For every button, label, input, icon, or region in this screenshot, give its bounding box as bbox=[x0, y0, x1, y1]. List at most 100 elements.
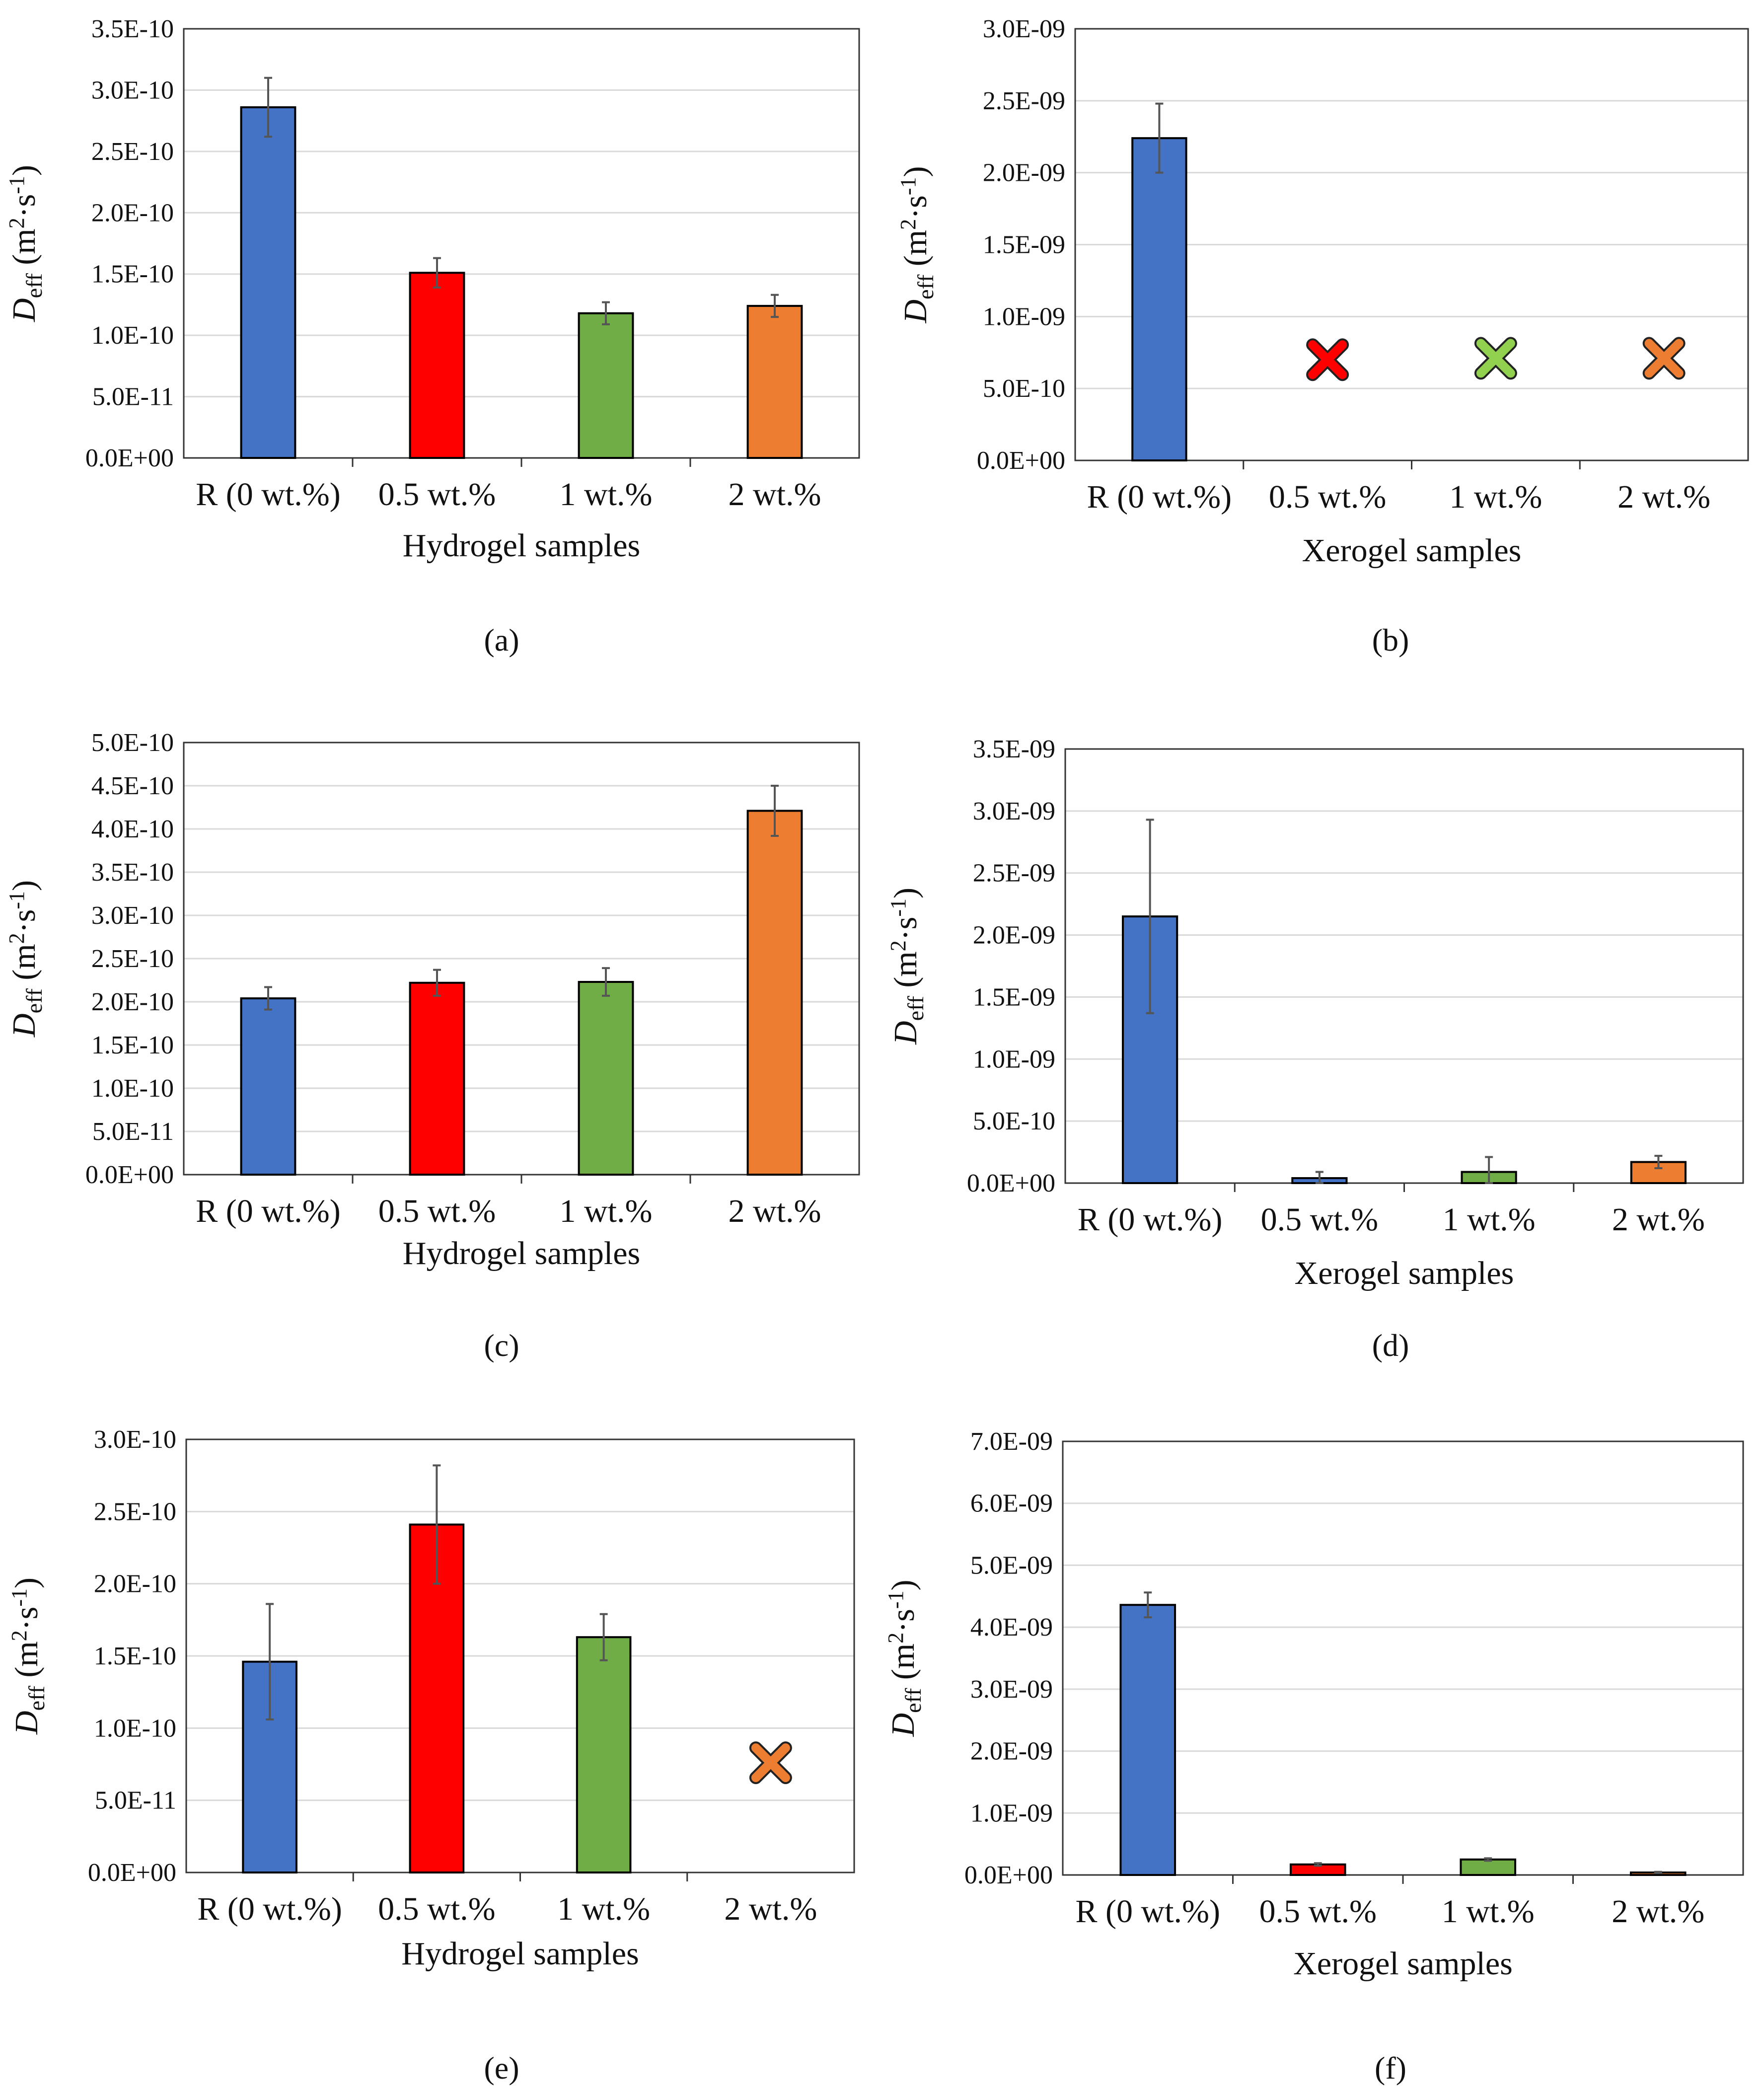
y-tick-label: 5.0E-11 bbox=[92, 1118, 174, 1146]
y-tick-label: 0.0E+00 bbox=[964, 1861, 1053, 1889]
bar bbox=[409, 981, 465, 1176]
x-axis-title: Hydrogel samples bbox=[401, 1936, 639, 1972]
y-tick-label: 2.0E-10 bbox=[91, 988, 174, 1016]
y-axis-title-part: ·s bbox=[897, 195, 934, 219]
missing-marker bbox=[1476, 339, 1515, 378]
y-tick-label: 3.0E-10 bbox=[91, 76, 174, 104]
y-tick-label: 5.0E-11 bbox=[95, 1787, 176, 1815]
y-tick-label: 5.0E-10 bbox=[91, 729, 174, 757]
y-axis-title-part: ) bbox=[897, 166, 934, 177]
bar bbox=[576, 1636, 632, 1874]
y-tick-label: 5.0E-11 bbox=[92, 383, 174, 411]
x-category-label: 0.5 wt.% bbox=[1259, 1893, 1377, 1930]
y-axis-title-part: D bbox=[6, 1013, 42, 1038]
y-tick-label: 1.0E-09 bbox=[970, 1799, 1053, 1827]
x-category-label: R (0 wt.%) bbox=[1076, 1893, 1220, 1930]
bar bbox=[240, 997, 296, 1176]
x-axis-title: Hydrogel samples bbox=[403, 1235, 640, 1272]
bar bbox=[578, 312, 634, 459]
x-category-label: 2 wt.% bbox=[1612, 1201, 1705, 1238]
y-axis-title-part: D bbox=[885, 1713, 921, 1737]
y-axis-title-part: 2 bbox=[886, 940, 910, 951]
panel-caption: (a) bbox=[484, 622, 519, 658]
y-axis-title-part: -1 bbox=[883, 1590, 908, 1609]
y-tick-label: 0.0E+00 bbox=[85, 1161, 174, 1189]
x-axis-title: Hydrogel samples bbox=[403, 527, 640, 564]
y-axis-title-part: ) bbox=[8, 1577, 45, 1588]
x-axis-title: Xerogel samples bbox=[1293, 1945, 1513, 1982]
y-axis-title: Deff (m2·s-1) bbox=[883, 1579, 926, 1737]
x-category-label: 0.5 wt.% bbox=[378, 476, 496, 513]
y-axis-title-part: 2 bbox=[7, 1630, 31, 1641]
bar bbox=[240, 106, 296, 459]
x-category-label: 1 wt.% bbox=[560, 1193, 653, 1229]
y-axis-title-part: D bbox=[887, 1021, 924, 1045]
y-axis-title: Deff (m2·s-1) bbox=[4, 880, 47, 1038]
missing-marker bbox=[751, 1743, 790, 1783]
panel-caption: (d) bbox=[1372, 1328, 1409, 1363]
y-tick-label: 3.0E-10 bbox=[94, 1425, 176, 1454]
y-tick-label: 1.5E-09 bbox=[973, 983, 1055, 1011]
y-axis-title-part: 2 bbox=[883, 1633, 908, 1644]
y-axis-title-part: ) bbox=[6, 880, 42, 891]
chart-panel-f: 0.0E+00 1.0E-09 2.0E-09 3.0E-09 4.0E-09 5.0E-… bbox=[883, 1427, 1744, 2086]
x-category-label: 2 wt.% bbox=[1617, 479, 1710, 515]
y-tick-label: 2.5E-10 bbox=[91, 138, 174, 166]
y-tick-label: 1.5E-10 bbox=[91, 1031, 174, 1059]
y-axis-title-part: eff bbox=[900, 1688, 926, 1713]
y-tick-label: 2.0E-09 bbox=[970, 1737, 1053, 1766]
y-tick-label: 0.0E+00 bbox=[967, 1169, 1055, 1197]
chart-panel-d: 0.0E+00 5.0E-10 1.0E-09 1.5E-09 2.0E-09 2.5E-… bbox=[886, 735, 1744, 1363]
y-axis-title-part: ) bbox=[887, 888, 924, 898]
y-tick-label: 3.0E-09 bbox=[970, 1675, 1053, 1704]
y-tick-label: 3.5E-10 bbox=[91, 858, 174, 887]
y-tick-label: 2.5E-10 bbox=[94, 1497, 176, 1526]
y-tick-label: 5.0E-10 bbox=[973, 1107, 1055, 1135]
y-tick-label: 1.0E-10 bbox=[91, 1074, 174, 1103]
bar bbox=[1119, 1604, 1176, 1876]
y-axis-title-part: eff bbox=[21, 273, 47, 298]
y-axis-title-part: -1 bbox=[886, 898, 910, 917]
bar bbox=[1131, 137, 1187, 461]
y-axis-title-part: -1 bbox=[4, 891, 29, 909]
y-tick-label: 6.0E-09 bbox=[970, 1490, 1053, 1518]
y-axis-title-part: ) bbox=[885, 1579, 921, 1590]
panel-caption: (f) bbox=[1375, 2050, 1406, 2086]
missing-marker bbox=[1308, 340, 1347, 379]
x-category-label: 2 wt.% bbox=[729, 1193, 821, 1229]
y-tick-label: 3.0E-10 bbox=[91, 901, 174, 930]
panel-caption: (c) bbox=[484, 1328, 519, 1363]
y-axis-title-part: ·s bbox=[6, 909, 42, 933]
y-axis-title: Deff (m2·s-1) bbox=[4, 165, 47, 322]
x-category-label: 0.5 wt.% bbox=[378, 1891, 495, 1927]
x-category-label: R (0 wt.%) bbox=[1087, 479, 1232, 515]
y-tick-label: 1.0E-09 bbox=[983, 302, 1065, 331]
x-category-label: 2 wt.% bbox=[724, 1891, 817, 1927]
y-axis-title-part: (m bbox=[6, 228, 42, 273]
y-axis-title-part: ·s bbox=[885, 1609, 921, 1633]
x-category-label: 2 wt.% bbox=[729, 476, 821, 513]
y-tick-label: 2.0E-10 bbox=[94, 1570, 176, 1598]
y-axis-title-part: 2 bbox=[4, 218, 29, 228]
y-axis-title-part: (m bbox=[897, 230, 934, 275]
y-axis-title-part: ·s bbox=[6, 194, 42, 218]
y-tick-label: 1.0E-09 bbox=[973, 1045, 1055, 1073]
y-axis-title: Deff (m2·s-1) bbox=[886, 888, 928, 1045]
y-axis-title-part: eff bbox=[903, 995, 928, 1021]
y-tick-label: 5.0E-10 bbox=[983, 374, 1065, 403]
x-category-label: R (0 wt.%) bbox=[1078, 1201, 1222, 1238]
bar bbox=[1460, 1858, 1517, 1876]
y-axis-title-part: D bbox=[897, 299, 934, 324]
y-tick-label: 4.0E-10 bbox=[91, 815, 174, 843]
y-axis-title-part: D bbox=[6, 298, 42, 322]
y-tick-label: 0.0E+00 bbox=[977, 447, 1065, 475]
x-category-label: 1 wt.% bbox=[557, 1891, 650, 1927]
y-tick-label: 1.5E-10 bbox=[91, 260, 174, 289]
y-axis-title-part: (m bbox=[8, 1641, 45, 1686]
x-category-label: 2 wt.% bbox=[1612, 1893, 1704, 1930]
bar bbox=[409, 272, 465, 459]
chart-panel-c: 0.0E+00 5.0E-11 1.0E-10 1.5E-10 2.0E-10 2.5E-… bbox=[4, 729, 860, 1363]
x-category-label: 1 wt.% bbox=[1449, 479, 1542, 515]
y-axis-title-part: 2 bbox=[896, 219, 920, 230]
